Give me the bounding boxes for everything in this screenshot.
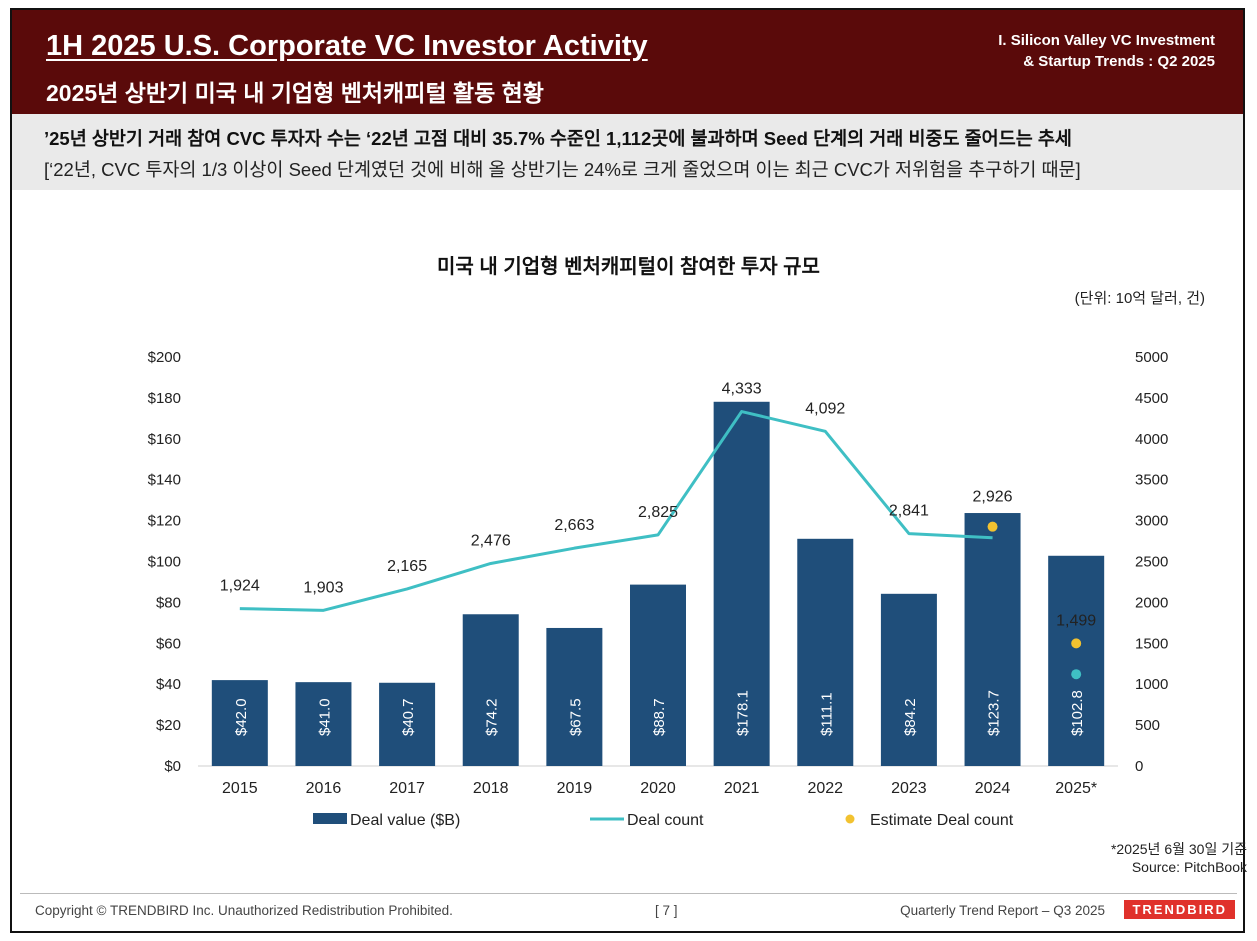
x-tick-label: 2024	[975, 780, 1011, 797]
bar-value-label: $123.7	[986, 690, 1003, 736]
deal-count-label: 2,841	[889, 503, 929, 520]
bar-value-label: $40.7	[400, 698, 417, 736]
y-right-tick-label: 2000	[1135, 594, 1168, 611]
estimate-label: 2,926	[973, 489, 1013, 506]
chart-title: 미국 내 기업형 벤처캐피털이 참여한 투자 규모	[437, 256, 820, 278]
y-left-tick-label: $140	[148, 472, 181, 489]
bar	[797, 538, 854, 766]
legend-estimate-label: Estimate Deal count	[870, 812, 1014, 829]
deal-count-line	[239, 410, 993, 612]
page-number: [ 7 ]	[655, 903, 678, 918]
summary-detail: [‘22년, CVC 투자의 1/3 이상이 Seed 단계였던 것에 비해 올…	[44, 159, 1081, 180]
copyright-text: Copyright © TRENDBIRD Inc. Unauthorized …	[35, 903, 453, 918]
y-left-tick-label: $120	[148, 513, 181, 530]
section-label-line2: & Startup Trends : Q2 2025	[1023, 53, 1215, 70]
bar	[462, 614, 519, 766]
y-left-tick-label: $40	[156, 676, 181, 693]
y-right-tick-label: 4000	[1135, 431, 1168, 448]
section-label: I. Silicon Valley VC Investment & Startu…	[998, 30, 1215, 72]
y-right-tick-label: 1500	[1135, 635, 1168, 652]
summary-box: ’25년 상반기 거래 참여 CVC 투자자 수는 ‘22년 고점 대비 35.…	[12, 114, 1243, 190]
unit-note: (단위: 10억 달러, 건)	[1074, 290, 1205, 307]
bar-value-label: $74.2	[484, 698, 501, 736]
bar-value-label: $88.7	[651, 698, 668, 736]
legend-estimate-swatch	[845, 814, 855, 824]
bar	[546, 627, 603, 766]
deal-count-label: 4,092	[805, 400, 845, 417]
bar-value-label: $41.0	[316, 698, 333, 736]
x-tick-label: 2022	[807, 780, 843, 797]
x-tick-label: 2016	[306, 780, 342, 797]
x-tick-label: 2025*	[1055, 780, 1097, 797]
bar	[211, 680, 268, 766]
deal-count-label: 2,825	[638, 504, 678, 521]
bar	[713, 401, 770, 766]
slide-frame: 1H 2025 U.S. Corporate VC Investor Activ…	[10, 8, 1245, 933]
source-note: Source: PitchBook	[1131, 859, 1247, 875]
y-right-tick-label: 3000	[1135, 513, 1168, 530]
deal-count-label: 4,333	[722, 381, 762, 398]
y-left-tick-label: $60	[156, 635, 181, 652]
legend-line-label: Deal count	[627, 812, 704, 829]
bar	[964, 513, 1021, 766]
bar	[880, 593, 937, 766]
x-tick-label: 2020	[640, 780, 676, 797]
bar-value-label: $102.8	[1069, 690, 1086, 736]
deal-count-label: 1,924	[220, 578, 260, 595]
bar-value-label: $178.1	[735, 690, 752, 736]
y-left-tick-label: $200	[148, 349, 181, 366]
bar	[1048, 555, 1105, 766]
bar	[630, 584, 686, 766]
y-left-tick-label: $0	[164, 758, 181, 775]
x-tick-label: 2021	[724, 780, 760, 797]
asof-note: *2025년 6월 30일 기준	[1110, 841, 1247, 857]
y-left-tick-label: $20	[156, 717, 181, 734]
legend-bar-label: Deal value ($B)	[350, 812, 460, 829]
report-name: Quarterly Trend Report – Q3 2025	[900, 903, 1105, 918]
estimate-point	[1071, 638, 1082, 649]
chart-notes: *2025년 6월 30일 기준 Source: PitchBook	[1111, 840, 1247, 876]
y-left-tick-label: $160	[148, 431, 181, 448]
y-left-tick-label: $100	[148, 554, 181, 571]
x-tick-label: 2015	[222, 780, 258, 797]
y-right-tick-label: 1000	[1135, 676, 1168, 693]
y-right-tick-label: 0	[1135, 758, 1143, 775]
x-tick-label: 2017	[389, 780, 425, 797]
bar-value-label: $67.5	[567, 698, 584, 736]
y-left-tick-label: $180	[148, 390, 181, 407]
deal-count-label: 2,476	[471, 532, 511, 549]
page-title-en: 1H 2025 U.S. Corporate VC Investor Activ…	[46, 30, 648, 62]
footer-divider	[20, 893, 1237, 894]
bar	[295, 682, 352, 766]
bar	[379, 682, 436, 766]
deal-count-label: 1,903	[303, 579, 343, 596]
section-label-line1: I. Silicon Valley VC Investment	[998, 32, 1215, 49]
bar-value-label: $42.0	[233, 698, 250, 736]
legend-bar-swatch	[313, 813, 347, 824]
y-right-tick-label: 2500	[1135, 554, 1168, 571]
deal-count-label: 2,165	[387, 558, 427, 575]
y-right-tick-label: 5000	[1135, 349, 1168, 366]
summary-headline: ’25년 상반기 거래 참여 CVC 투자자 수는 ‘22년 고점 대비 35.…	[44, 128, 1072, 149]
x-tick-label: 2019	[557, 780, 593, 797]
y-left-tick-label: $80	[156, 594, 181, 611]
y-right-tick-label: 3500	[1135, 472, 1168, 489]
y-right-tick-label: 4500	[1135, 390, 1168, 407]
brand-logo: TRENDBIRD	[1124, 900, 1235, 919]
header-bar: 1H 2025 U.S. Corporate VC Investor Activ…	[12, 10, 1243, 114]
x-tick-label: 2023	[891, 780, 927, 797]
x-tick-label: 2018	[473, 780, 509, 797]
estimate-label: 1,499	[1056, 612, 1096, 629]
deal-count-point	[1071, 669, 1082, 680]
estimate-point	[987, 521, 998, 532]
y-right-tick-label: 500	[1135, 717, 1160, 734]
deal-count-label: 2,663	[554, 517, 594, 534]
bar-value-label: $84.2	[902, 698, 919, 736]
page-title-ko: 2025년 상반기 미국 내 기업형 벤처캐피털 활동 현황	[46, 80, 544, 106]
bar-value-label: $111.1	[818, 692, 835, 736]
